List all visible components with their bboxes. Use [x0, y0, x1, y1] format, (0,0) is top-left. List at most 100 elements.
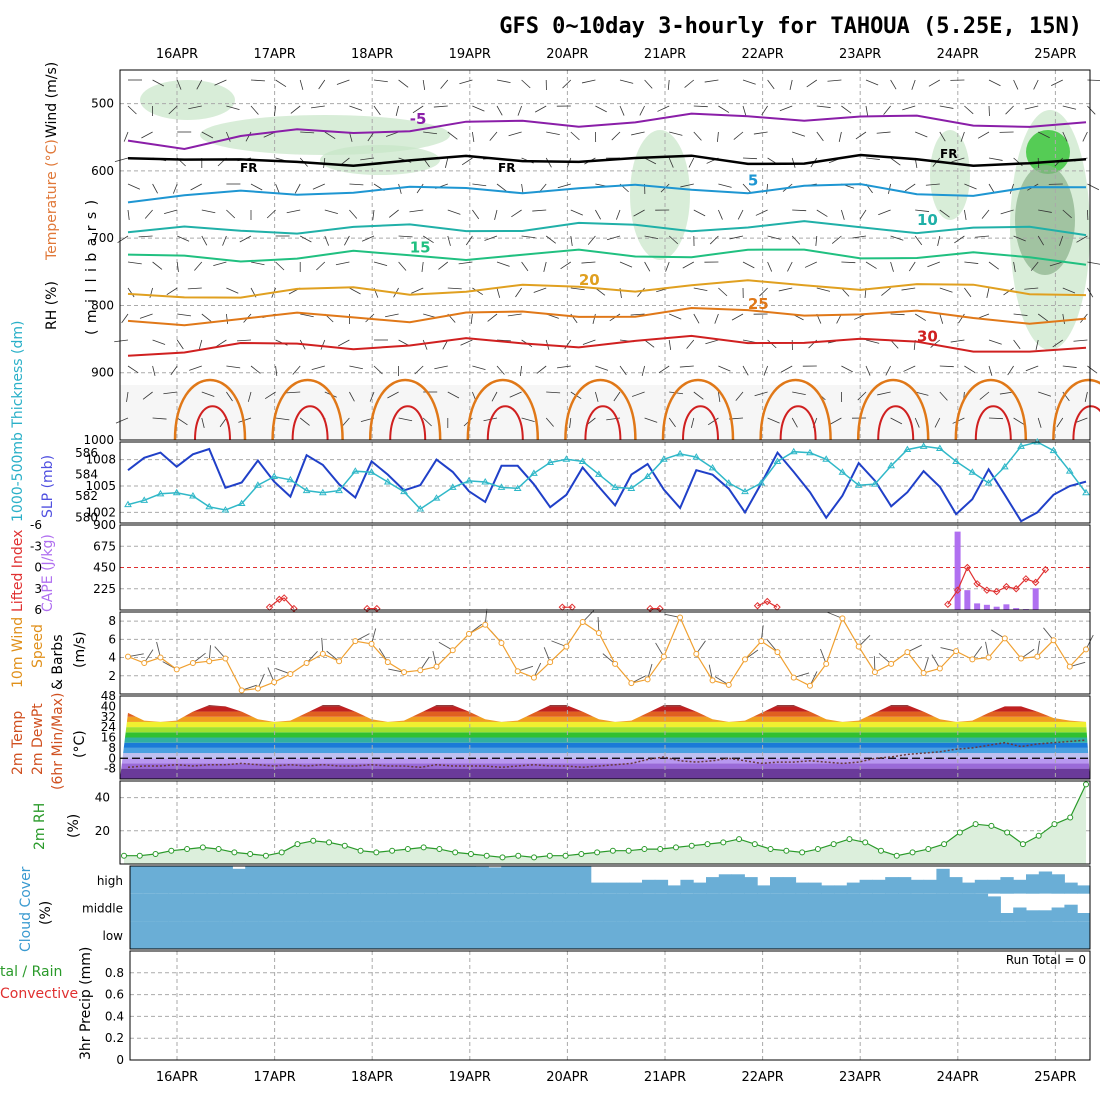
cloud-cell	[590, 921, 605, 949]
li-line	[757, 600, 778, 608]
rh-frame	[119, 780, 1091, 865]
wind-speed-marker	[871, 669, 878, 676]
rh-marker	[436, 846, 443, 853]
wind-barb	[318, 79, 326, 90]
cloud-cell	[910, 879, 925, 894]
wind-barb	[444, 157, 449, 168]
wind-speed-marker	[1066, 663, 1073, 670]
wind-barb	[196, 79, 203, 90]
cloud-cell	[450, 866, 464, 894]
wind-barb	[901, 287, 916, 291]
wind-speed-marker	[173, 666, 180, 673]
cloud-cell	[846, 882, 861, 894]
date-label-top: 23APR	[839, 47, 881, 62]
li-tick: 3	[34, 582, 42, 596]
wind-barb	[616, 209, 621, 220]
slp-tick: 1005	[85, 479, 116, 493]
wind-barb	[422, 235, 434, 244]
wind-barb	[742, 365, 749, 376]
wind-barb	[367, 131, 375, 142]
wind-barb	[324, 235, 330, 246]
wind-barb	[939, 287, 953, 293]
cloud-cell	[232, 893, 246, 922]
bottom-date-axis: 16APR 17APR 18APR 19APR 20APR 21APR 22APR 23APR…	[156, 1070, 1077, 1085]
wind-barb	[644, 79, 653, 89]
cloud-cell	[219, 866, 233, 894]
cloud-cell	[245, 866, 259, 894]
surface-temp-loop	[368, 378, 442, 441]
wind-barb	[865, 79, 879, 86]
rh-marker	[483, 852, 490, 859]
cloud-cell	[949, 877, 963, 894]
rh-marker	[294, 841, 301, 848]
wind-barb	[545, 235, 556, 244]
wind-barb	[275, 365, 278, 377]
temp-contour	[127, 220, 1087, 237]
wind-barb	[619, 105, 625, 116]
temp-band	[120, 706, 1090, 712]
wind-speed-marker	[920, 670, 927, 677]
wind-speed-marker	[742, 656, 749, 663]
wind-barb	[816, 131, 824, 142]
wind-barb	[237, 339, 252, 342]
cloud-cell	[1077, 885, 1091, 894]
wind-barb	[557, 365, 571, 369]
li-marker	[773, 603, 781, 611]
cloud-cell	[1013, 879, 1027, 894]
thickness-tick: 580	[75, 511, 98, 525]
cloud-cell	[731, 893, 745, 922]
cloud-cell	[667, 885, 681, 894]
cloud-cell	[437, 893, 451, 922]
cloud-cell	[142, 921, 157, 949]
wind-barb	[960, 131, 965, 142]
wind-barb	[950, 339, 965, 343]
temp-contour	[127, 334, 1087, 357]
temp-band	[120, 768, 1090, 779]
wind-speed-marker	[401, 669, 408, 676]
freezing-level-label: FR	[940, 147, 957, 161]
wind-barb	[742, 261, 755, 269]
wind-barb	[684, 79, 695, 88]
wind-barb	[693, 287, 708, 291]
cloud-cell	[1000, 877, 1014, 894]
cloud-cell	[808, 882, 822, 894]
wind-barb	[890, 261, 894, 272]
cloud-cell	[885, 921, 899, 949]
wind-barb	[1074, 417, 1088, 424]
cloud-cell	[1051, 921, 1065, 949]
wind-barb	[742, 183, 751, 193]
temp-contour	[127, 279, 1087, 299]
wind10m-label-b: Speed	[30, 624, 46, 668]
wind-barb	[311, 365, 325, 370]
wind-barb	[239, 235, 252, 243]
wind-barb	[398, 417, 413, 422]
rh-marker	[152, 851, 159, 858]
wind-barb	[336, 79, 350, 85]
wind-barb	[519, 365, 522, 377]
wind-barb	[245, 131, 252, 142]
wind-barb	[841, 209, 845, 220]
temp-band	[120, 737, 1090, 743]
wind-speed-marker	[514, 668, 521, 675]
cloud-cell	[885, 877, 899, 894]
cloud-cell	[795, 893, 809, 922]
date-label-top: 19APR	[449, 47, 491, 62]
cloud-cell	[322, 866, 336, 894]
wind-barb	[1013, 235, 1026, 242]
wind-barb	[1052, 339, 1064, 348]
cloud-cell	[1038, 921, 1053, 949]
wind-barb	[791, 235, 801, 245]
rh-marker	[231, 849, 238, 856]
wind-barb	[693, 391, 704, 400]
cloud-cell	[654, 893, 669, 922]
wind-barb	[489, 131, 498, 141]
wind-barb	[865, 157, 880, 160]
wind-speed-marker	[709, 677, 716, 684]
wind-barb	[144, 209, 153, 219]
cloud-cell	[1026, 921, 1040, 949]
temp-tick: 32	[101, 710, 116, 724]
wind-barb	[1005, 105, 1014, 115]
cloud-cell	[1064, 904, 1078, 922]
li-tick: 6	[34, 603, 42, 617]
wind-barb	[1013, 339, 1021, 350]
